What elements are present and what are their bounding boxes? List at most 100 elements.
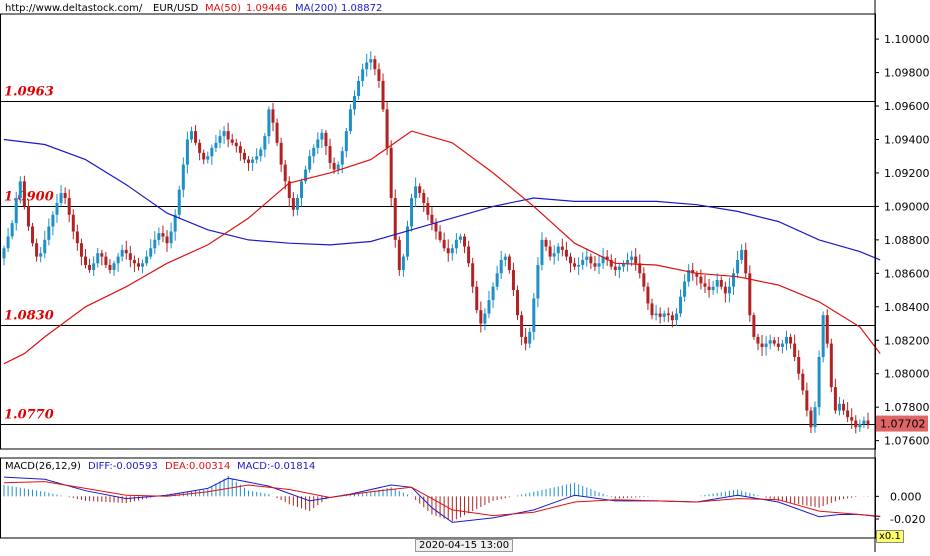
candle[interactable] [271, 109, 275, 123]
candle[interactable] [536, 264, 540, 299]
candle[interactable] [654, 313, 658, 316]
candle[interactable] [210, 147, 214, 157]
candle[interactable] [194, 131, 198, 143]
candle[interactable] [59, 193, 63, 204]
candle[interactable] [169, 231, 173, 244]
candle[interactable] [31, 226, 35, 244]
candle[interactable] [487, 300, 491, 314]
candle[interactable] [805, 390, 809, 411]
candle[interactable] [499, 259, 503, 274]
candle[interactable] [585, 256, 589, 260]
candle[interactable] [809, 410, 813, 428]
candle[interactable] [2, 248, 6, 259]
candle[interactable] [283, 164, 287, 182]
candle[interactable] [837, 403, 841, 411]
macd-dea-line[interactable] [3, 481, 881, 517]
candle[interactable] [727, 286, 731, 294]
candle[interactable] [601, 256, 605, 264]
candle[interactable] [695, 273, 699, 277]
candle[interactable] [418, 186, 422, 194]
candle[interactable] [401, 256, 405, 270]
candle[interactable] [116, 256, 120, 264]
candle[interactable] [642, 273, 646, 287]
candle[interactable] [556, 246, 560, 254]
candle[interactable] [597, 263, 601, 267]
candle[interactable] [691, 269, 695, 274]
candle[interactable] [503, 256, 507, 260]
candle[interactable] [756, 336, 760, 344]
candle[interactable] [255, 156, 259, 160]
candle[interactable] [630, 256, 634, 260]
candle[interactable] [96, 253, 100, 264]
candle[interactable] [88, 264, 92, 270]
candle[interactable] [410, 198, 414, 227]
macd-diff-line[interactable] [3, 476, 881, 523]
candle[interactable] [658, 313, 662, 317]
candle[interactable] [149, 248, 153, 257]
candle[interactable] [679, 296, 683, 314]
candle[interactable] [279, 142, 283, 165]
candle[interactable] [26, 206, 30, 227]
candle[interactable] [389, 147, 393, 199]
candle[interactable] [181, 164, 185, 190]
candle[interactable] [621, 263, 625, 267]
candle[interactable] [234, 142, 238, 147]
header-url[interactable]: http://www.deltastock.com/ [5, 3, 143, 14]
candle[interactable] [862, 420, 866, 424]
candle[interactable] [165, 236, 169, 244]
candle[interactable] [100, 253, 104, 257]
candle[interactable] [291, 198, 295, 210]
candle[interactable] [198, 142, 202, 153]
candle[interactable] [821, 315, 825, 357]
candle[interactable] [560, 246, 564, 250]
candle[interactable] [434, 223, 438, 232]
candle[interactable] [829, 343, 833, 388]
candle[interactable] [202, 152, 206, 160]
candle[interactable] [540, 239, 544, 265]
candle[interactable] [450, 248, 454, 254]
candle[interactable] [687, 269, 691, 282]
candle[interactable] [141, 263, 145, 267]
candle[interactable] [670, 315, 674, 321]
candle[interactable] [320, 132, 324, 140]
candle[interactable] [780, 343, 784, 347]
candle[interactable] [666, 313, 670, 316]
candle[interactable] [247, 159, 251, 163]
candle[interactable] [772, 340, 776, 344]
candle[interactable] [674, 313, 678, 321]
candle[interactable] [544, 239, 548, 247]
candle[interactable] [617, 266, 621, 270]
candle[interactable] [605, 256, 609, 260]
candle[interactable] [825, 315, 829, 344]
candle[interactable] [312, 147, 316, 157]
candle[interactable] [846, 410, 850, 418]
candle[interactable] [866, 420, 870, 424]
candle[interactable] [348, 109, 352, 132]
candle[interactable] [491, 286, 495, 301]
candle[interactable] [222, 131, 226, 137]
candle[interactable] [442, 239, 446, 249]
candle[interactable] [732, 273, 736, 287]
candle[interactable] [528, 331, 532, 344]
candle[interactable] [71, 214, 75, 232]
candle[interactable] [507, 256, 511, 270]
candle[interactable] [104, 256, 108, 265]
ma50-line[interactable] [3, 130, 881, 365]
candle[interactable] [377, 69, 381, 81]
candle[interactable] [300, 181, 304, 199]
candle[interactable] [467, 246, 471, 264]
candle[interactable] [736, 259, 740, 274]
candle[interactable] [463, 236, 467, 247]
candle[interactable] [475, 286, 479, 311]
candle[interactable] [267, 109, 271, 137]
candle[interactable] [638, 263, 642, 274]
candle[interactable] [336, 164, 340, 170]
candle[interactable] [833, 387, 837, 411]
candle[interactable] [157, 233, 161, 240]
candle[interactable] [744, 249, 748, 274]
candle[interactable] [316, 139, 320, 148]
candle[interactable] [226, 131, 230, 140]
candle[interactable] [752, 315, 756, 337]
candle[interactable] [340, 151, 344, 165]
